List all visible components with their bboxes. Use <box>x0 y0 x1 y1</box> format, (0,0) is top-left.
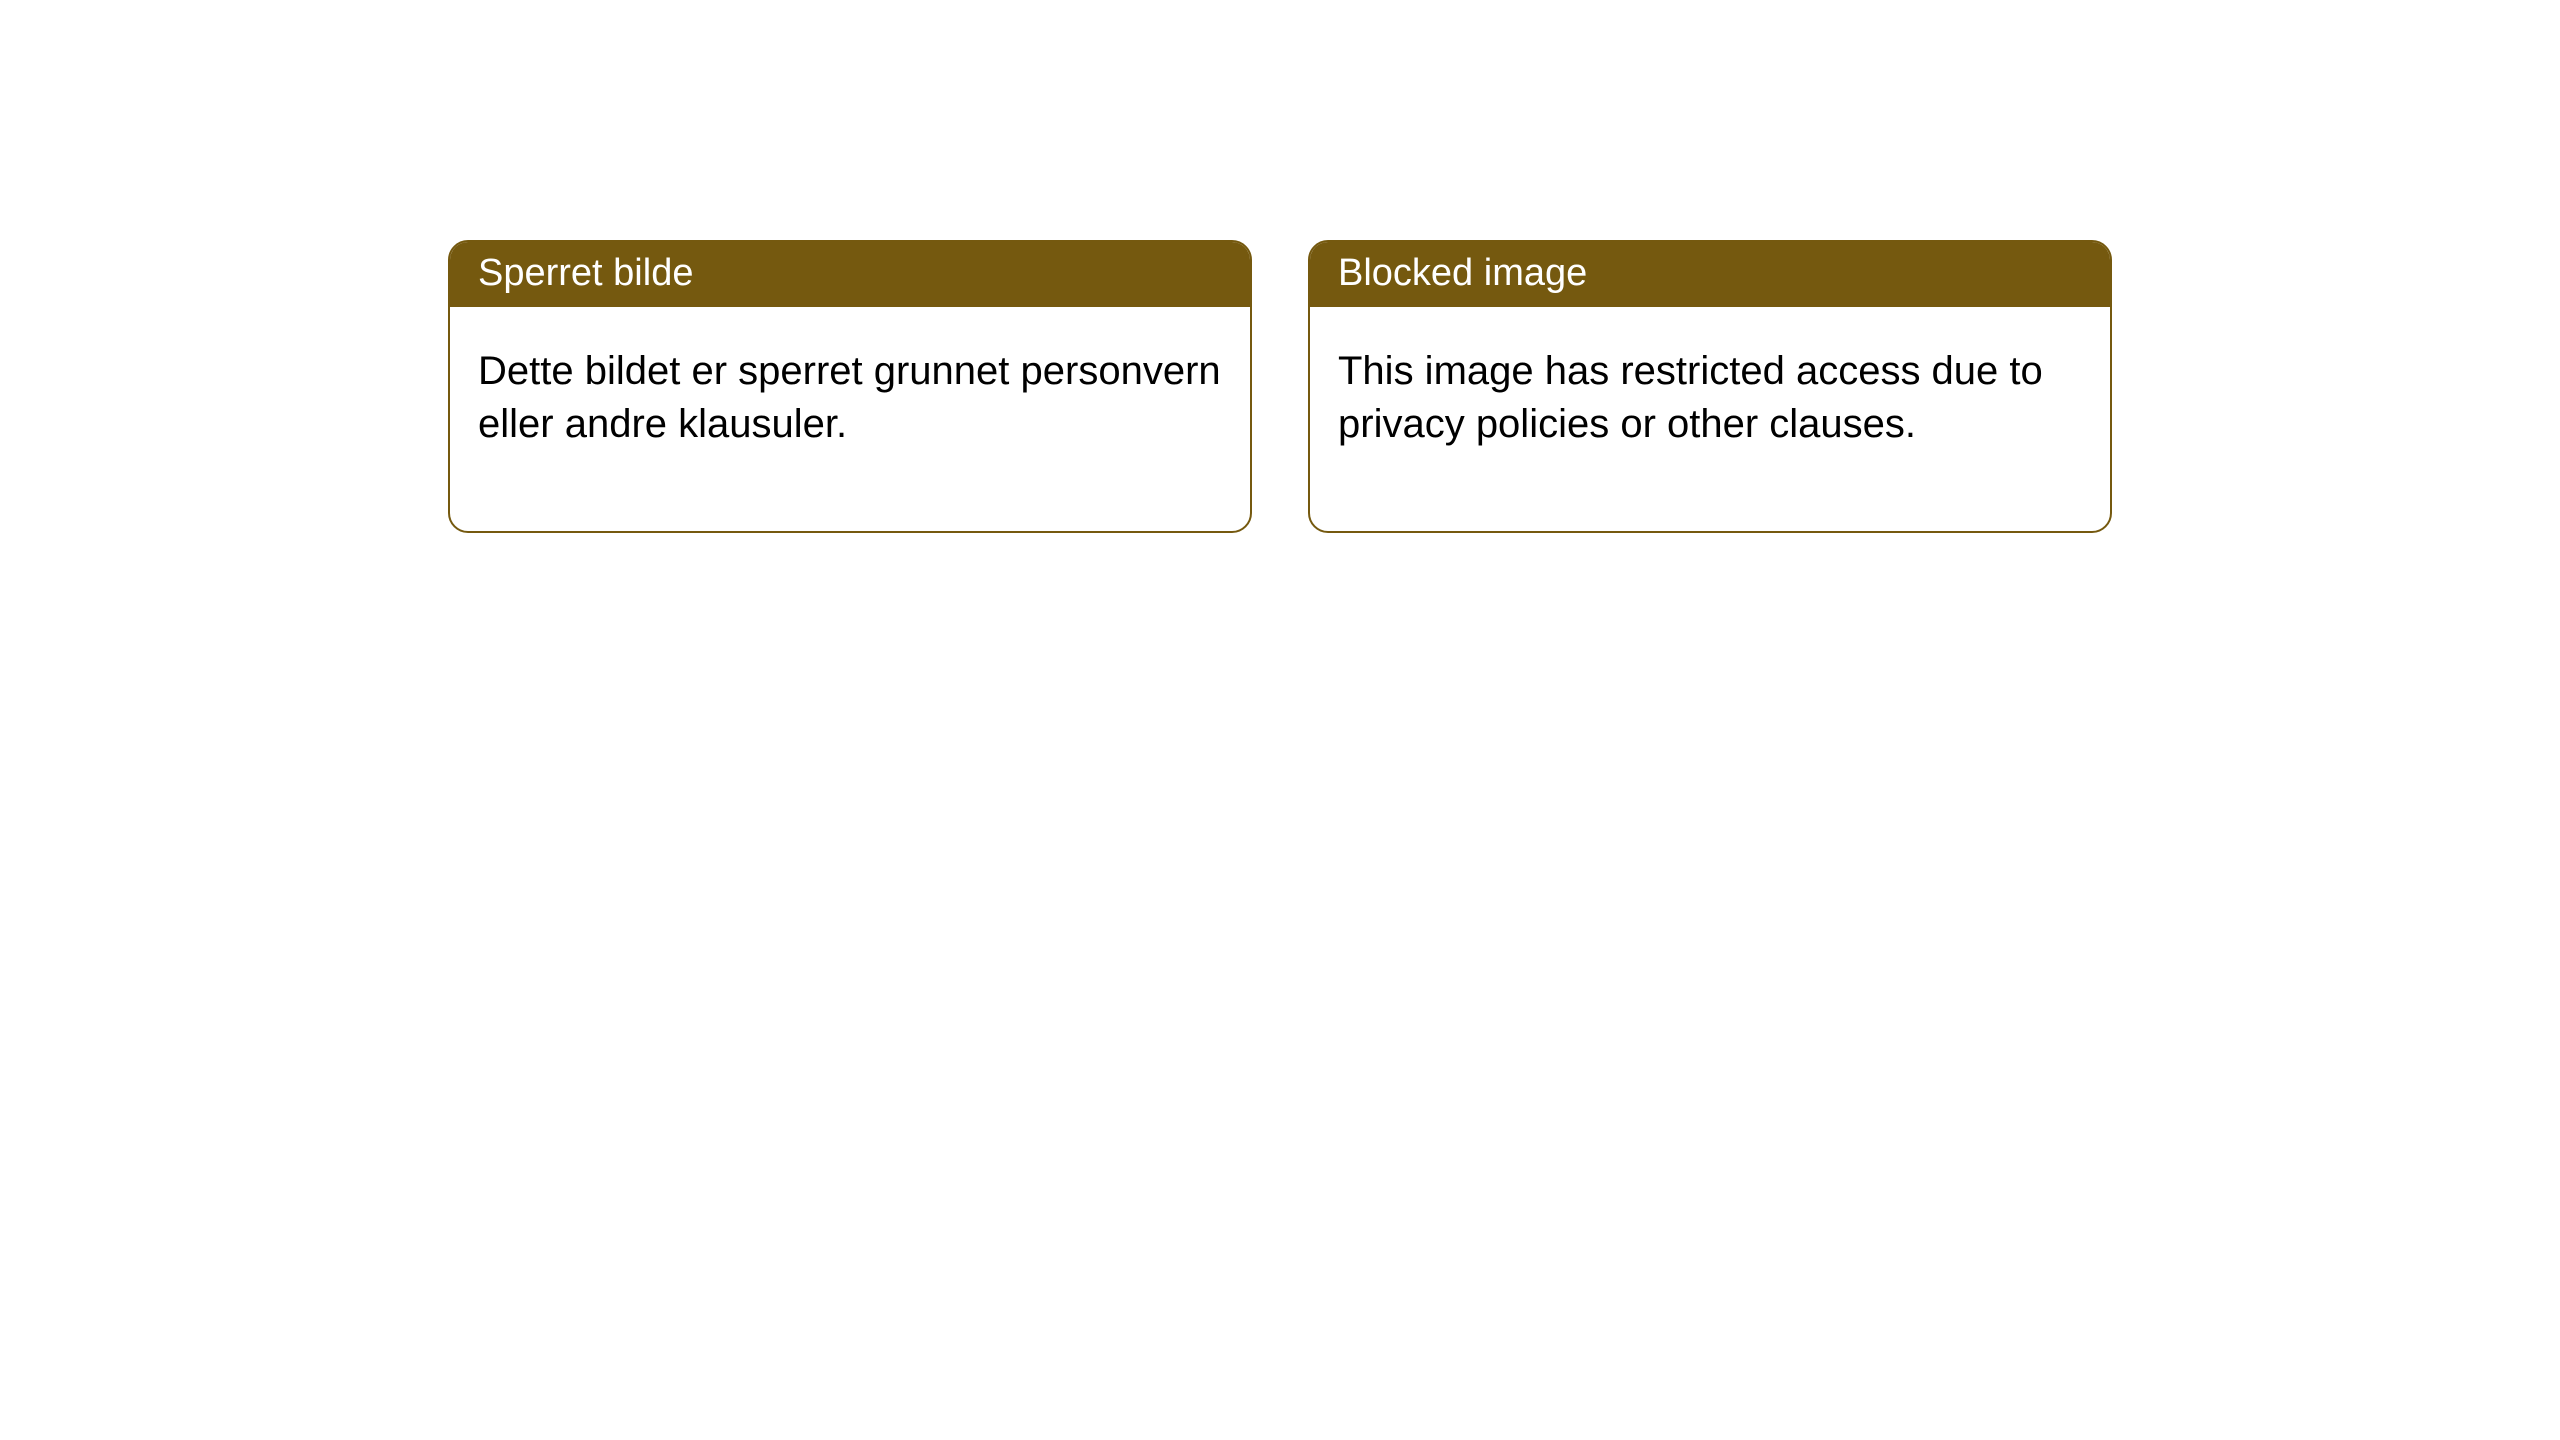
notice-card-body: Dette bildet er sperret grunnet personve… <box>450 307 1250 531</box>
notice-card-norwegian: Sperret bilde Dette bildet er sperret gr… <box>448 240 1252 533</box>
notice-card-title: Blocked image <box>1310 242 2110 307</box>
notice-card-body: This image has restricted access due to … <box>1310 307 2110 531</box>
notice-card-title: Sperret bilde <box>450 242 1250 307</box>
notice-card-english: Blocked image This image has restricted … <box>1308 240 2112 533</box>
notice-cards-container: Sperret bilde Dette bildet er sperret gr… <box>0 0 2560 533</box>
